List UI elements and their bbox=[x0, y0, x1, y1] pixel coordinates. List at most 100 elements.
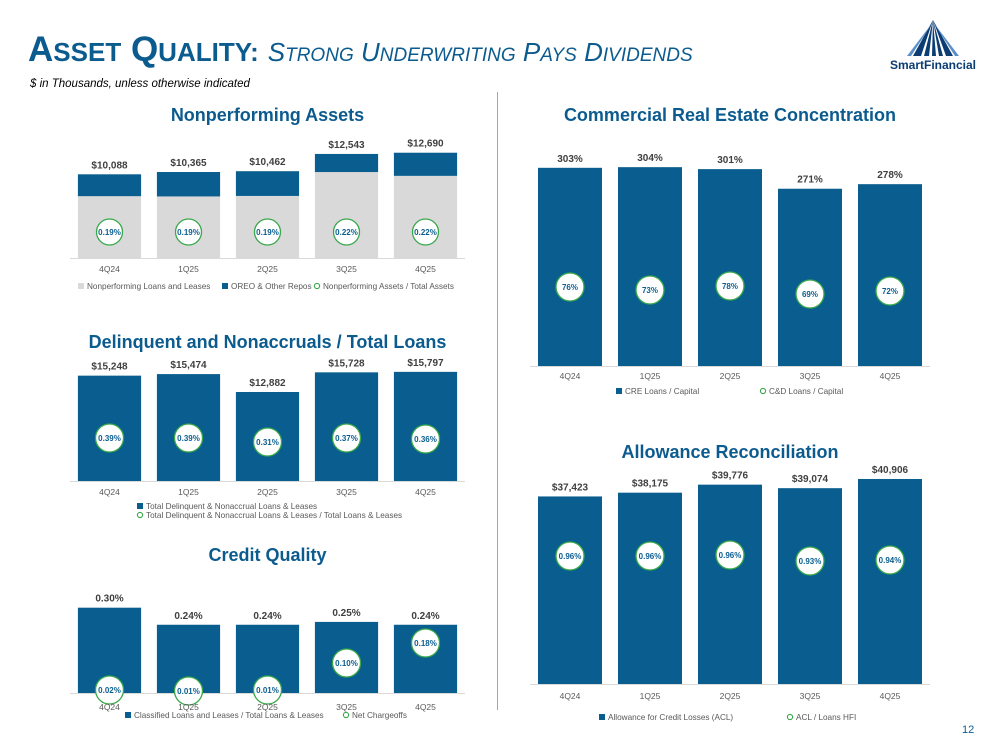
ratio-marker: 0.39% bbox=[94, 423, 125, 453]
nonperforming-assets-chart: Nonperforming Assets $10,088 0.19% 4Q24 $10,… bbox=[70, 105, 465, 291]
ratio-marker-circle bbox=[331, 423, 362, 453]
category-label: 1Q25 bbox=[640, 371, 661, 381]
ratio-marker-circle bbox=[795, 546, 825, 576]
ratio-marker: 0.96% bbox=[715, 540, 745, 570]
ratio-marker: 0.96% bbox=[635, 541, 665, 571]
bar-oreo-repos bbox=[314, 153, 379, 173]
page-title-sub: STRONG UNDERWRITING PAYS DIVIDENDS bbox=[267, 37, 693, 67]
ratio-marker: 73% bbox=[635, 275, 665, 305]
ratio-marker-label: 0.31% bbox=[256, 438, 279, 447]
ratio-marker-circle bbox=[253, 218, 282, 246]
delinquent-nonaccruals-chart: Delinquent and Nonaccruals / Total Loans… bbox=[70, 332, 465, 520]
ratio-marker-label: 0.94% bbox=[879, 556, 902, 565]
ratio-marker-circle bbox=[174, 218, 203, 246]
page-subtitle: $ in Thousands, unless otherwise indicat… bbox=[30, 78, 250, 90]
legend-swatch bbox=[342, 711, 350, 719]
ratio-marker: 0.22% bbox=[411, 218, 440, 246]
bar-value-label: $38,175 bbox=[632, 479, 669, 490]
ratio-marker-circle bbox=[715, 540, 745, 570]
legend-label: Net Chargeoffs bbox=[352, 711, 407, 720]
ratio-marker: 0.31% bbox=[252, 427, 283, 457]
ratio-marker-label: 0.96% bbox=[639, 552, 662, 561]
ratio-marker: 0.10% bbox=[331, 648, 362, 678]
bar bbox=[538, 167, 602, 366]
ratio-marker-label: 0.10% bbox=[335, 659, 358, 668]
legend-label: Nonperforming Assets / Total Assets bbox=[323, 282, 454, 291]
ratio-marker: 0.94% bbox=[875, 545, 905, 575]
bar-value-label: $15,248 bbox=[91, 362, 128, 373]
legend-item: ACL / Loans HFI bbox=[786, 713, 856, 722]
ratio-marker: 0.19% bbox=[95, 218, 124, 246]
ratio-marker-circle bbox=[410, 628, 441, 658]
ratio-marker-circle bbox=[555, 272, 585, 302]
legend-label: Nonperforming Loans and Leases bbox=[87, 282, 210, 291]
logo-text: SmartFinancial bbox=[889, 58, 977, 72]
ratio-marker-label: 0.19% bbox=[177, 228, 200, 237]
bar-value-label: $40,906 bbox=[872, 465, 909, 476]
page-title: ASSET QUALITY: STRONG UNDERWRITING PAYS … bbox=[28, 30, 693, 70]
legend-swatch bbox=[137, 503, 143, 509]
legend-label: OREO & Other Repos bbox=[231, 282, 312, 291]
category-label: 3Q25 bbox=[800, 371, 821, 381]
category-label: 4Q25 bbox=[415, 264, 436, 274]
bar bbox=[538, 496, 602, 684]
ratio-marker: 76% bbox=[555, 272, 585, 302]
ratio-marker-label: 69% bbox=[802, 290, 818, 299]
category-label: 4Q24 bbox=[99, 487, 120, 497]
legend-swatch bbox=[222, 283, 228, 289]
chart-title: Delinquent and Nonaccruals / Total Loans bbox=[89, 332, 447, 352]
legend-label: Allowance for Credit Losses (ACL) bbox=[608, 713, 733, 722]
ratio-marker: 72% bbox=[875, 276, 905, 306]
ratio-marker: 0.96% bbox=[555, 541, 585, 571]
category-label: 4Q25 bbox=[880, 691, 901, 701]
cre-concentration-chart: Commercial Real Estate Concentration 303%… bbox=[530, 105, 930, 396]
chart-title: Commercial Real Estate Concentration bbox=[564, 105, 896, 125]
credit-quality-panel: Credit Quality 0.30% 0.02% 4Q24 0.24% 0.01% 1Q… bbox=[70, 540, 465, 722]
bar-total-label: $12,543 bbox=[328, 140, 365, 151]
category-label: 3Q25 bbox=[336, 487, 357, 497]
category-label: 2Q25 bbox=[257, 487, 278, 497]
bar-value-label: 0.25% bbox=[332, 608, 360, 619]
ratio-marker: 0.18% bbox=[410, 628, 441, 658]
ratio-marker-circle bbox=[331, 648, 362, 678]
credit-quality-chart: Credit Quality 0.30% 0.02% 4Q24 0.24% 0.01% 1Q… bbox=[70, 545, 465, 720]
legend-swatch bbox=[599, 714, 605, 720]
ratio-marker-circle bbox=[635, 275, 665, 305]
bar bbox=[698, 169, 762, 366]
category-label: 3Q25 bbox=[800, 691, 821, 701]
ratio-marker-circle bbox=[410, 424, 441, 454]
ratio-marker-label: 73% bbox=[642, 286, 658, 295]
category-label: 2Q25 bbox=[720, 371, 741, 381]
ratio-marker: 0.01% bbox=[173, 676, 204, 706]
category-label: 4Q25 bbox=[880, 371, 901, 381]
bar bbox=[778, 488, 842, 684]
ratio-marker-circle bbox=[173, 423, 204, 453]
ratio-marker: 0.19% bbox=[174, 218, 203, 246]
ratio-marker-label: 0.01% bbox=[256, 686, 279, 695]
legend-item: Total Delinquent & Nonaccrual Loans & Le… bbox=[137, 502, 317, 511]
bar-value-label: 304% bbox=[637, 153, 663, 164]
legend-item: CRE Loans / Capital bbox=[616, 387, 699, 396]
ratio-marker-circle bbox=[411, 218, 440, 246]
bar-value-label: 301% bbox=[717, 155, 743, 166]
legend-item: Net Chargeoffs bbox=[342, 711, 407, 720]
legend-item: Allowance for Credit Losses (ACL) bbox=[599, 713, 733, 722]
bar bbox=[858, 184, 922, 366]
ratio-marker-label: 0.18% bbox=[414, 639, 437, 648]
bar-total-label: $10,365 bbox=[170, 158, 207, 169]
ratio-marker: 69% bbox=[795, 279, 825, 309]
bar-total-label: $10,462 bbox=[249, 157, 286, 168]
legend-swatch bbox=[125, 712, 131, 718]
ratio-marker: 78% bbox=[715, 271, 745, 301]
bar-oreo-repos bbox=[77, 174, 142, 197]
bar bbox=[618, 167, 682, 366]
bar-value-label: 0.30% bbox=[95, 594, 123, 605]
bar-total-label: $12,690 bbox=[407, 139, 444, 150]
bar-oreo-repos bbox=[235, 171, 300, 196]
ratio-marker-circle bbox=[332, 218, 361, 246]
ratio-marker-circle bbox=[555, 541, 585, 571]
ratio-marker-label: 0.22% bbox=[414, 228, 437, 237]
category-label: 1Q25 bbox=[178, 702, 199, 712]
ratio-marker-circle bbox=[795, 279, 825, 309]
ratio-marker: 0.02% bbox=[94, 675, 125, 705]
